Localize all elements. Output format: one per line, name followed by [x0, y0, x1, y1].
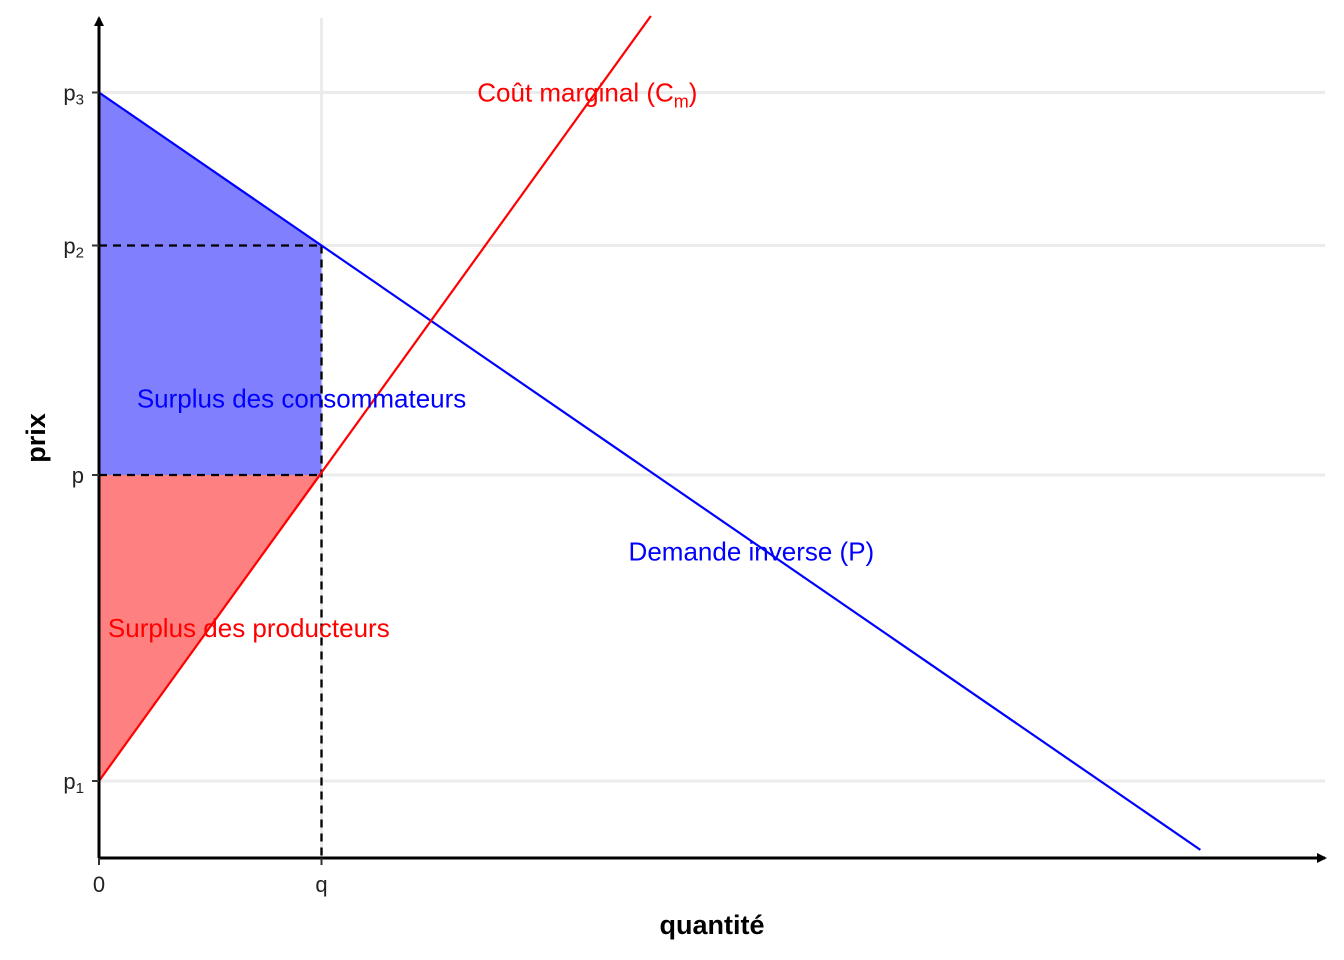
demand-line: [98, 91, 1201, 851]
y-tick-label: p1: [63, 769, 84, 797]
marginal-cost-line: [98, 15, 652, 782]
tick-labels: p1 p p2 p3 0 q: [63, 81, 327, 898]
marginal-cost-label: Coût marginal (Cm): [477, 78, 697, 112]
annotations: Coût marginal (Cm) Surplus des consommate…: [108, 78, 874, 644]
x-axis-title: quantité: [660, 910, 765, 940]
x-tick-label: 0: [93, 872, 105, 897]
surplus-areas: [99, 92, 322, 781]
y-axis-title: prix: [21, 413, 51, 463]
demand-label: Demande inverse (P): [629, 537, 875, 567]
axes: [92, 16, 1327, 865]
producer-surplus-label: Surplus des producteurs: [108, 613, 390, 643]
consumer-surplus-label: Surplus des consommateurs: [137, 384, 466, 414]
y-tick-label: p3: [63, 81, 84, 109]
y-tick-label: p2: [63, 234, 84, 262]
reference-lines: [99, 244, 323, 858]
consumer-surplus-area: [99, 92, 322, 475]
curves: [98, 15, 1201, 851]
y-tick-label: p: [72, 463, 84, 488]
x-tick-label: q: [315, 872, 327, 897]
